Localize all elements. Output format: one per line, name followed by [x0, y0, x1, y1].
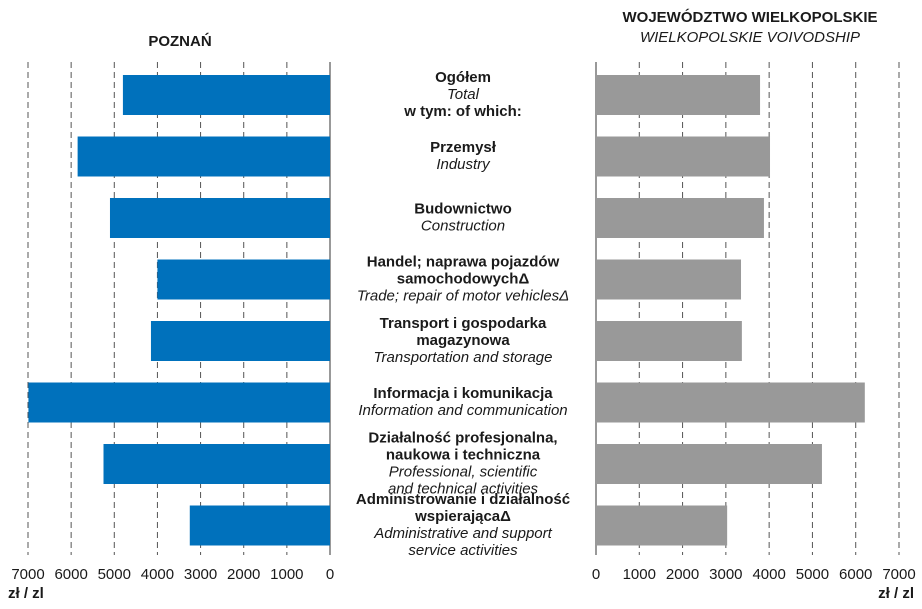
x-tick-label: 0 — [326, 566, 334, 583]
right-x-label: zł / zl — [878, 585, 914, 602]
category-label: Administrowanie i działalność wspierająca… — [356, 491, 570, 525]
category-label-en: Total — [447, 86, 480, 103]
x-tick-label: 3000 — [709, 566, 742, 583]
label-line: Ogółem — [435, 69, 491, 86]
bar — [596, 321, 742, 361]
bar — [596, 136, 771, 177]
label-line: Administrowanie i działalność — [356, 491, 570, 508]
right-subtitle: WIELKOPOLSKIE VOIVODSHIP — [640, 29, 860, 46]
category-label-en: Construction — [421, 217, 505, 234]
category-label: Przemysł — [430, 139, 497, 156]
label-line: and technical activities — [388, 480, 539, 497]
bar — [28, 382, 331, 423]
category-label: Ogółem — [435, 69, 491, 86]
right-title: WOJEWÓDZTWO WIELKOPOLSKIE — [623, 8, 878, 26]
label-line: Industry — [436, 156, 491, 173]
category-label-en: Transportation and storage — [374, 349, 553, 366]
x-tick-label: 0 — [592, 566, 600, 583]
x-tick-label: 2000 — [227, 566, 260, 583]
label-line: samochodowychΔ — [397, 270, 530, 287]
label-line: service activities — [408, 542, 518, 559]
label-line: naukowa i techniczna — [386, 446, 541, 463]
category-label: Handel; naprawa pojazdów samochodowychΔ — [367, 253, 560, 287]
x-tick-label: 7000 — [11, 566, 44, 583]
category-label: Transport i gospodarka magazynowa — [380, 315, 547, 349]
note: w tym: of which: — [403, 103, 522, 120]
x-tick-label: 3000 — [184, 566, 217, 583]
x-tick-label: 2000 — [666, 566, 699, 583]
label-line: Informacja i komunikacja — [373, 385, 553, 402]
category-label: Informacja i komunikacja — [373, 385, 553, 402]
category-label-en: Administrative and support service activi… — [373, 525, 552, 559]
label-line: Construction — [421, 217, 505, 234]
bar — [150, 321, 330, 361]
x-tick-label: 5000 — [796, 566, 829, 583]
category-label: Działalność profesjonalna, naukowa i tech… — [368, 429, 557, 463]
bar — [596, 444, 822, 484]
bar — [157, 259, 330, 300]
bar — [122, 75, 331, 115]
x-tick-label: 4000 — [141, 566, 174, 583]
label-line: Przemysł — [430, 139, 497, 156]
x-tick-label: 6000 — [839, 566, 872, 583]
bar — [596, 75, 761, 115]
bar — [596, 198, 764, 238]
x-tick-label: 1000 — [270, 566, 303, 583]
x-tick-label: 4000 — [752, 566, 785, 583]
label-line: Total — [447, 86, 480, 103]
x-tick-label: 7000 — [882, 566, 915, 583]
bar — [109, 198, 330, 238]
label-line: Information and communication — [358, 402, 567, 419]
x-tick-label: 5000 — [98, 566, 131, 583]
category-label-en: Professional, scientific and technical ac… — [388, 463, 539, 497]
category-label: Budownictwo — [414, 200, 512, 217]
bar — [103, 444, 330, 484]
label-line: Transport i gospodarka — [380, 315, 547, 332]
label-line: magazynowa — [416, 332, 510, 349]
category-label-en: Trade; repair of motor vehiclesΔ — [357, 287, 569, 304]
bar — [77, 136, 330, 177]
label-line: Działalność profesjonalna, — [368, 429, 557, 446]
bar — [596, 382, 865, 423]
label-line: Handel; naprawa pojazdów — [367, 253, 560, 270]
category-label-en: Information and communication — [358, 402, 567, 419]
category-label-en: Industry — [436, 156, 491, 173]
label-line: Transportation and storage — [374, 349, 553, 366]
x-tick-label: 1000 — [623, 566, 656, 583]
label-line: Trade; repair of motor vehiclesΔ — [357, 287, 569, 304]
left-title: POZNAŃ — [148, 33, 211, 50]
bar — [596, 505, 728, 546]
x-tick-label: 6000 — [54, 566, 87, 583]
label-line: Administrative and support — [373, 525, 552, 542]
bar — [189, 505, 330, 546]
label-line: Professional, scientific — [389, 463, 538, 480]
label-line: Budownictwo — [414, 200, 512, 217]
left-x-label: zł / zl — [8, 585, 44, 602]
label-line: wspierającaΔ — [414, 508, 511, 525]
bar — [596, 259, 742, 300]
